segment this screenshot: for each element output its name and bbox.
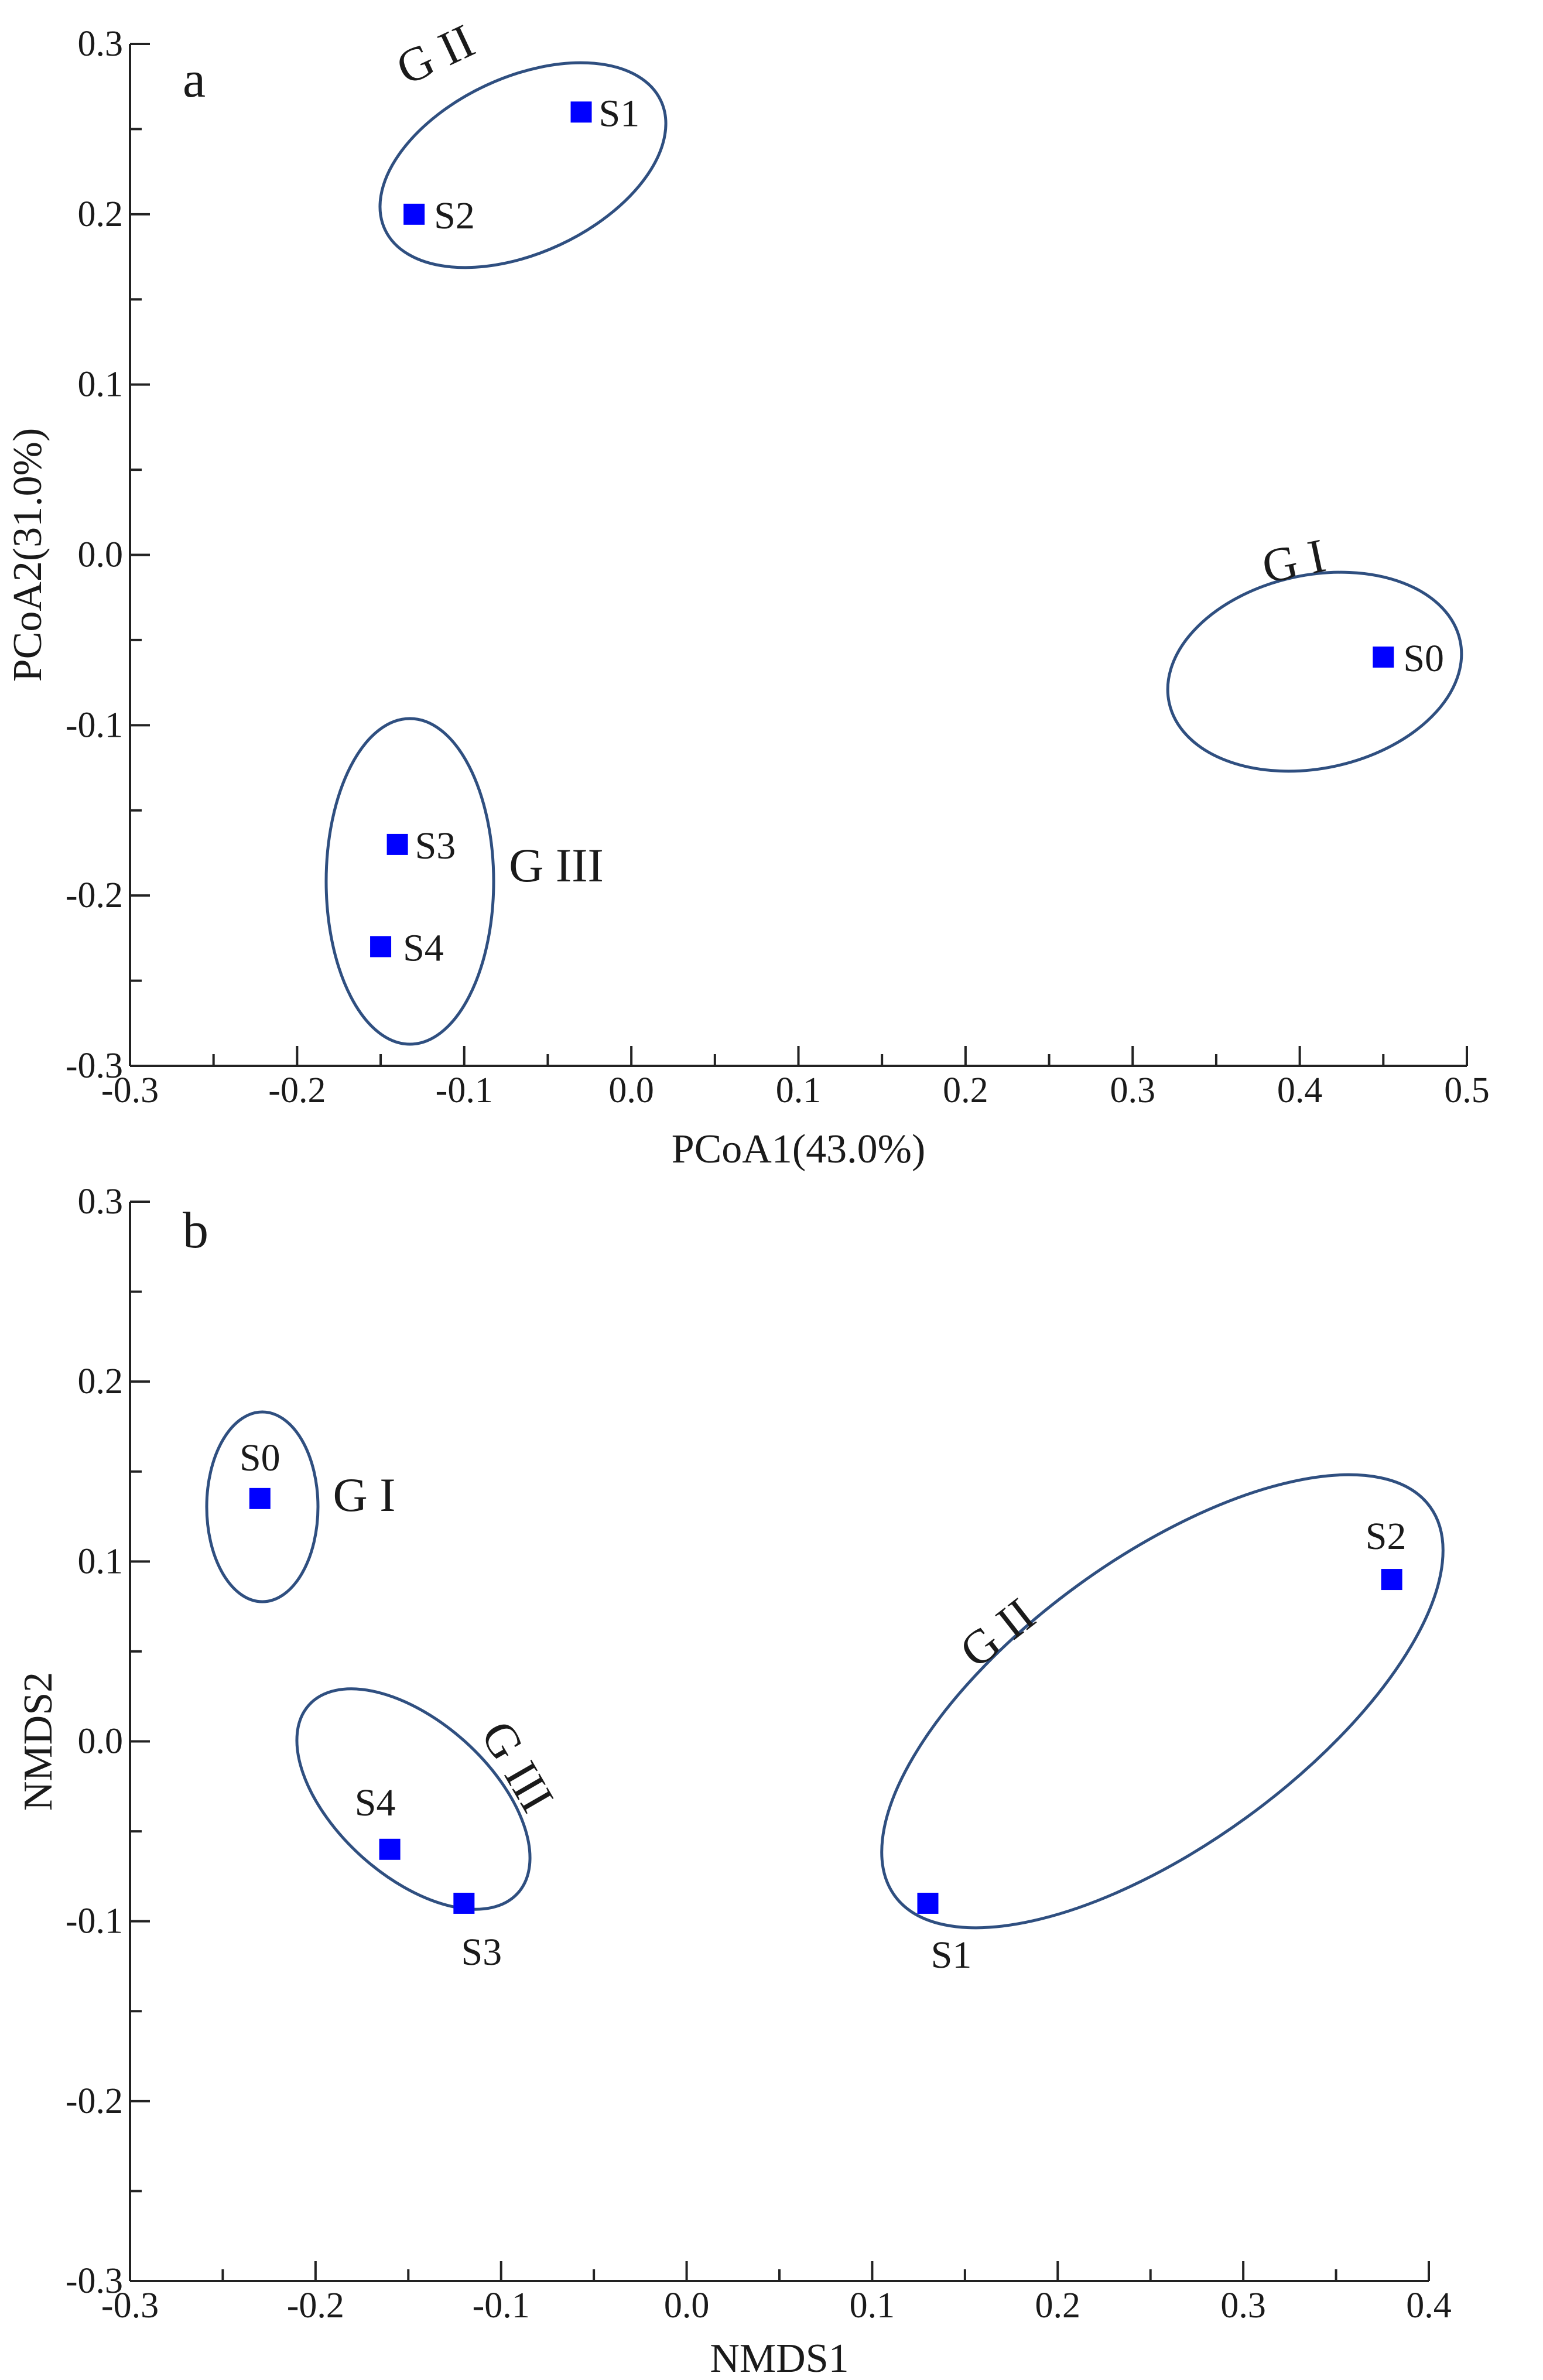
group-label: G I (1257, 528, 1330, 593)
y-tick-label: 0.2 (78, 194, 124, 234)
group-ellipse (324, 717, 495, 1046)
y-tick-label: -0.1 (66, 1902, 123, 1941)
group-label: G II (950, 1588, 1045, 1678)
data-point-label: S2 (1366, 1515, 1407, 1558)
data-point-label: S1 (931, 1934, 972, 1977)
group-label: G I (333, 1468, 395, 1521)
x-tick-label: 0.3 (1110, 1071, 1156, 1110)
y-axis-label: PCoA2(31.0%) (5, 428, 50, 682)
group-label: G III (509, 839, 604, 892)
x-tick-label: 0.2 (1035, 2286, 1081, 2326)
x-tick-label: -0.2 (268, 1071, 326, 1110)
group-label: G III (471, 1712, 564, 1821)
y-tick-label: 0.3 (78, 1182, 124, 1222)
data-point-label: S1 (599, 92, 640, 135)
x-tick-label: 0.2 (943, 1071, 988, 1110)
group-ellipse (378, 61, 668, 269)
data-point-marker (453, 1892, 475, 1914)
y-tick-label: -0.2 (66, 2081, 123, 2121)
y-tick-label: 0.3 (78, 24, 124, 64)
data-point-marker (403, 203, 425, 225)
group-ellipse (880, 1473, 1445, 1930)
y-tick-label: 0.0 (78, 535, 124, 575)
panel-label: a (183, 52, 206, 108)
data-point-label: S0 (240, 1437, 280, 1479)
y-tick-label: -0.3 (66, 2261, 123, 2301)
data-point-marker (379, 1838, 401, 1860)
x-tick-label: 0.0 (664, 2286, 710, 2326)
panel-b: -0.3 -0.2 -0.1 0.0 0.1 0.2 0.3 0.4 0.3 0.2 0.1 0.0 -… (16, 1182, 1452, 2380)
panel-label: b (183, 1202, 208, 1259)
data-point-marker (370, 936, 392, 958)
x-tick-label: -0.3 (101, 2286, 159, 2326)
group-ellipse (205, 1410, 320, 1603)
x-tick-label: 0.5 (1444, 1071, 1490, 1110)
y-axis-label: NMDS2 (16, 1672, 61, 1811)
y-tick-label: 0.1 (78, 365, 124, 405)
x-tick-label: 0.1 (850, 2286, 895, 2326)
panel-a: -0.3 -0.2 -0.1 0.0 0.1 0.2 0.3 0.4 0.5 0.3 0.2 0.1 0… (5, 13, 1490, 1172)
data-point-label: S4 (403, 926, 444, 969)
data-point-marker (570, 101, 592, 123)
x-tick-label: -0.1 (436, 1071, 493, 1110)
x-tick-label: 0.1 (776, 1071, 822, 1110)
group-ellipse (295, 1687, 532, 1911)
y-tick-label: 0.0 (78, 1722, 124, 1762)
data-point-marker (1373, 647, 1394, 668)
x-tick-label: -0.2 (287, 2286, 344, 2326)
x-axis-label: PCoA1(43.0%) (672, 1127, 926, 1172)
x-tick-label: -0.1 (473, 2286, 530, 2326)
y-tick-label: -0.2 (66, 876, 123, 915)
y-tick-label: -0.3 (66, 1046, 123, 1086)
data-point-marker (1381, 1569, 1402, 1591)
data-point-label: S2 (434, 194, 475, 237)
y-tick-label: 0.2 (78, 1362, 124, 1401)
data-point-label: S3 (415, 825, 456, 867)
data-point-label: S3 (461, 1931, 502, 1974)
x-axis-label: NMDS1 (710, 2336, 849, 2380)
data-point-marker (249, 1488, 271, 1509)
x-tick-label: 0.0 (608, 1071, 654, 1110)
y-tick-label: -0.1 (66, 705, 123, 745)
group-label: G II (388, 13, 482, 95)
data-point-label: S4 (355, 1781, 396, 1824)
x-tick-label: 0.3 (1220, 2286, 1266, 2326)
x-tick-label: 0.4 (1277, 1071, 1323, 1110)
x-tick-label: 0.4 (1406, 2286, 1452, 2326)
group-ellipse (1166, 570, 1463, 773)
data-point-label: S0 (1403, 637, 1444, 680)
data-point-marker (917, 1892, 939, 1914)
x-tick-label: -0.3 (101, 1071, 159, 1110)
data-point-marker (386, 833, 408, 855)
y-tick-label: 0.1 (78, 1541, 124, 1581)
